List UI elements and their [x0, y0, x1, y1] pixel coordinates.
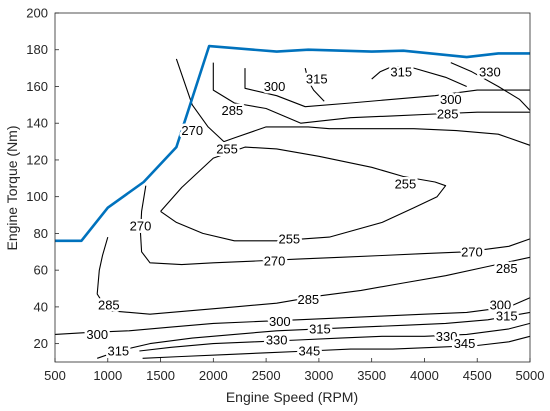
contour-label-270: 270 — [181, 123, 203, 138]
contour-label-315: 315 — [309, 321, 331, 336]
x-tick-label: 2500 — [252, 368, 281, 383]
plot-background — [55, 13, 530, 362]
x-axis-ticks: 500 1000 1500 2000 2500 3000 3500 4000 4500 5000 — [44, 358, 544, 383]
contour-label-315: 315 — [390, 64, 412, 79]
x-tick-label: 3500 — [357, 368, 386, 383]
contour-label-255: 255 — [278, 231, 300, 246]
x-tick-label: 5000 — [516, 368, 545, 383]
contour-label-300: 300 — [490, 298, 512, 313]
max-torque-curve — [55, 44, 530, 243]
contour-label-300: 300 — [264, 79, 286, 94]
contour-line-315 — [304, 67, 325, 102]
contour-label-285: 285 — [496, 261, 518, 276]
y-axis-ticks: 20 40 60 80 100 120 140 160 180 200 — [26, 6, 59, 351]
x-axis-title: Engine Speed (RPM) — [226, 389, 358, 405]
y-tick-label: 160 — [26, 79, 48, 94]
contour-line-285 — [212, 62, 530, 124]
contour-label-300: 300 — [86, 327, 108, 342]
contour-lines — [54, 58, 531, 359]
contour-line-345 — [142, 335, 531, 359]
contour-line-285 — [96, 236, 531, 315]
contour-line-255 — [160, 146, 447, 242]
contour-line-270 — [175, 58, 531, 146]
y-tick-label: 80 — [34, 226, 48, 241]
contour-line-330 — [139, 322, 531, 352]
y-tick-label: 120 — [26, 152, 48, 167]
contour-label-315: 315 — [496, 309, 518, 324]
contour-label-300: 300 — [269, 314, 291, 329]
x-tick-label: 2000 — [199, 368, 228, 383]
contour-line-300 — [54, 297, 531, 335]
contour-label-270: 270 — [130, 219, 152, 234]
contour-label-255: 255 — [395, 176, 417, 191]
contour-label-315: 315 — [306, 72, 328, 87]
contour-label-270: 270 — [461, 244, 483, 259]
y-tick-label: 200 — [26, 6, 48, 21]
y-tick-label: 60 — [34, 263, 48, 278]
contour-label-330: 330 — [266, 332, 288, 347]
y-tick-label: 140 — [26, 116, 48, 131]
contour-line-315 — [97, 311, 531, 359]
contour-line-270 — [139, 185, 531, 266]
contour-label-330: 330 — [479, 64, 501, 79]
contour-label-300: 300 — [440, 92, 462, 107]
contour-label-285: 285 — [221, 103, 243, 118]
plot-frame — [54, 12, 531, 363]
contour-label-330: 330 — [436, 329, 458, 344]
y-tick-label: 20 — [34, 336, 48, 351]
contour-label-285: 285 — [437, 107, 459, 122]
x-tick-label: 4000 — [410, 368, 439, 383]
contour-label-345: 345 — [454, 336, 476, 351]
contour-label-285: 285 — [297, 292, 319, 307]
x-tick-label: 1000 — [93, 368, 122, 383]
contour-label-345: 345 — [299, 343, 321, 358]
contour-label-285: 285 — [98, 298, 120, 313]
y-axis-title: Engine Torque (Nm) — [4, 125, 20, 250]
x-tick-label: 3000 — [304, 368, 333, 383]
contour-label-315: 315 — [107, 343, 129, 358]
y-tick-label: 40 — [34, 299, 48, 314]
contour-label-255: 255 — [216, 141, 238, 156]
contour-line-300 — [244, 68, 530, 108]
contour-line-315 — [371, 65, 467, 88]
max-torque-line — [55, 44, 530, 243]
y-tick-label: 180 — [26, 42, 48, 57]
contour-line-330 — [450, 62, 531, 111]
x-tick-label: 4500 — [463, 368, 492, 383]
x-tick-label: 500 — [44, 368, 66, 383]
y-tick-label: 100 — [26, 189, 48, 204]
contour-label-270: 270 — [264, 253, 286, 268]
x-tick-label: 1500 — [146, 368, 175, 383]
